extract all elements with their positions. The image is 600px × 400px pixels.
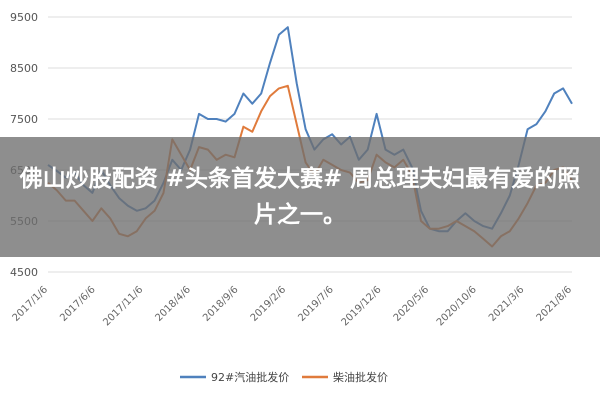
y-tick-label: 8500 [10, 62, 38, 75]
x-tick-label: 2020/5/6 [392, 284, 432, 324]
y-tick-label: 7500 [10, 113, 38, 126]
x-tick-label: 2019/12/6 [340, 284, 384, 328]
x-tick-label: 2017/6/6 [58, 284, 98, 324]
x-tick-label: 2020/10/6 [435, 284, 479, 328]
legend-label: 92#汽油批发价 [211, 370, 289, 384]
y-tick-label: 9500 [10, 11, 38, 24]
x-tick-label: 2017/11/6 [101, 284, 145, 328]
x-tick-label: 2019/7/6 [296, 284, 336, 324]
y-tick-label: 4500 [10, 266, 38, 279]
legend: 92#汽油批发价 柴油批发价 [180, 370, 388, 384]
caption-text: 佛山炒股配资 #头条首发大赛# 周总理夫妇最有爱的照片之一。 [19, 166, 581, 228]
x-tick-label: 2018/4/6 [153, 284, 193, 324]
x-axis-ticks: 2017/1/6 2017/6/6 2017/11/6 2018/4/6 2018/9/… [11, 284, 575, 328]
x-tick-label: 2017/1/6 [11, 284, 51, 324]
legend-label: 柴油批发价 [333, 370, 388, 384]
x-tick-label: 2019/2/6 [249, 284, 289, 324]
x-tick-label: 2018/9/6 [201, 284, 241, 324]
x-tick-label: 2021/8/6 [535, 284, 575, 324]
caption-overlay: 佛山炒股配资 #头条首发大赛# 周总理夫妇最有爱的照片之一。 [0, 137, 600, 257]
x-tick-label: 2021/3/6 [487, 284, 527, 324]
